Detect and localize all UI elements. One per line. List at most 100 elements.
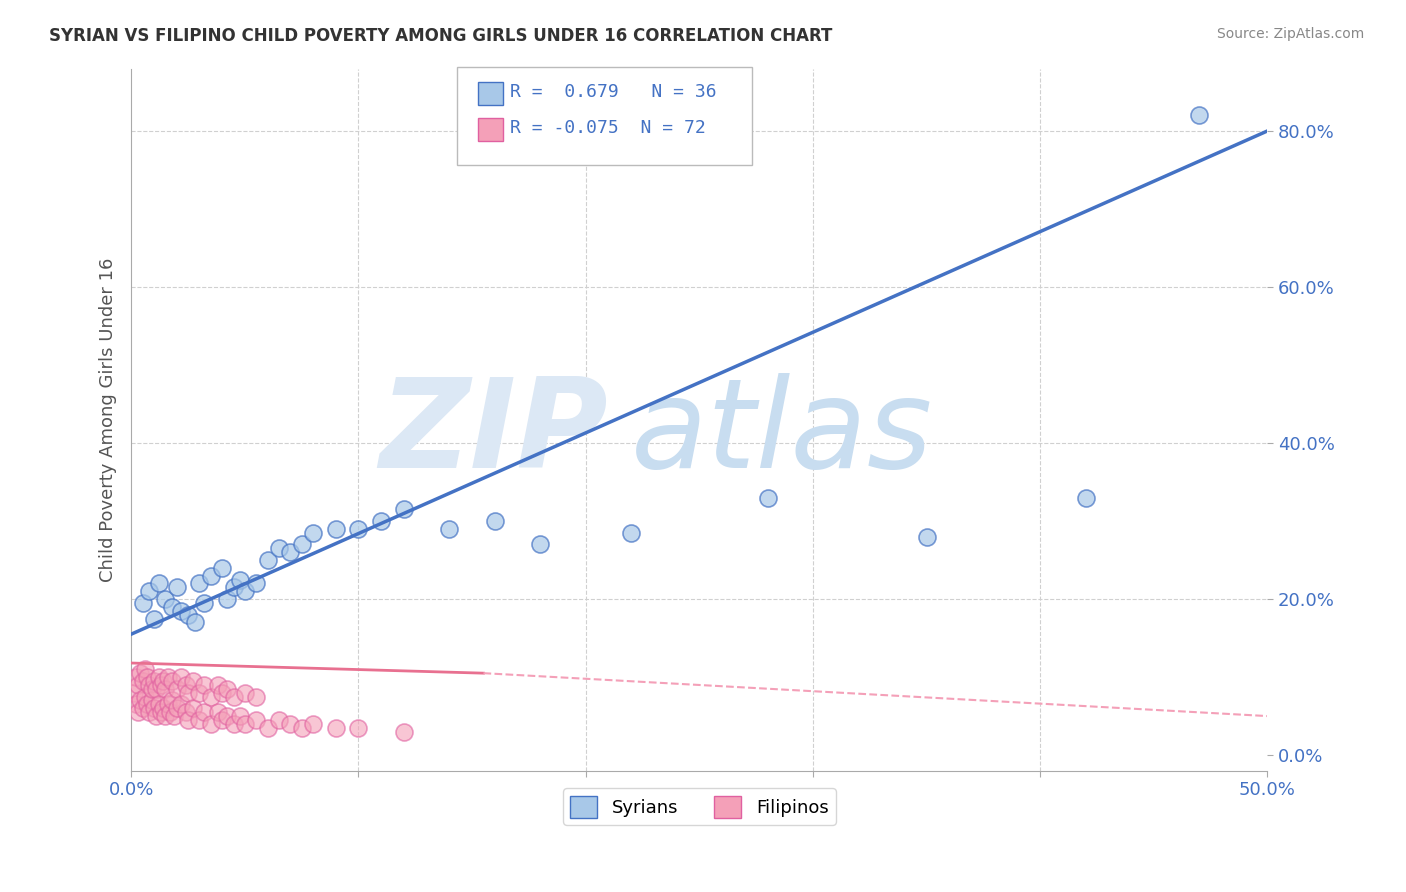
Text: Source: ZipAtlas.com: Source: ZipAtlas.com xyxy=(1216,27,1364,41)
Point xyxy=(129,666,152,681)
Point xyxy=(347,522,370,536)
Point xyxy=(439,522,461,536)
Point xyxy=(200,690,222,704)
Point xyxy=(245,690,267,704)
Point xyxy=(278,545,301,559)
Y-axis label: Child Poverty Among Girls Under 16: Child Poverty Among Girls Under 16 xyxy=(100,258,117,582)
Point xyxy=(143,673,166,688)
Point xyxy=(125,670,148,684)
Point xyxy=(222,580,245,594)
Point xyxy=(392,724,415,739)
Point xyxy=(138,705,160,719)
Point xyxy=(145,709,167,723)
Point xyxy=(136,698,159,712)
Point xyxy=(127,705,149,719)
Point xyxy=(160,599,183,614)
Point xyxy=(122,686,145,700)
Point xyxy=(215,592,238,607)
Point xyxy=(245,713,267,727)
Point xyxy=(163,709,186,723)
Point xyxy=(267,713,290,727)
Point xyxy=(211,713,233,727)
Point xyxy=(177,713,200,727)
Point xyxy=(347,721,370,735)
Point xyxy=(131,701,153,715)
Point xyxy=(229,709,252,723)
Point xyxy=(267,541,290,556)
Text: atlas: atlas xyxy=(631,373,934,494)
Point xyxy=(148,576,170,591)
Point xyxy=(184,615,207,630)
Point xyxy=(166,701,188,715)
Point xyxy=(215,709,238,723)
Point xyxy=(138,678,160,692)
Point xyxy=(756,491,779,505)
Point xyxy=(170,698,193,712)
Point xyxy=(484,514,506,528)
Point xyxy=(177,686,200,700)
Point xyxy=(170,670,193,684)
Point xyxy=(155,709,177,723)
Point xyxy=(302,525,325,540)
Point xyxy=(152,701,174,715)
Point xyxy=(141,681,163,696)
Point xyxy=(166,580,188,594)
Point xyxy=(149,705,172,719)
Text: SYRIAN VS FILIPINO CHILD POVERTY AMONG GIRLS UNDER 16 CORRELATION CHART: SYRIAN VS FILIPINO CHILD POVERTY AMONG G… xyxy=(49,27,832,45)
Point xyxy=(370,514,392,528)
Point xyxy=(620,525,643,540)
Point xyxy=(222,717,245,731)
Point xyxy=(136,670,159,684)
Point xyxy=(188,576,211,591)
Point xyxy=(245,576,267,591)
Point xyxy=(200,568,222,582)
Point xyxy=(256,553,278,567)
Point xyxy=(302,717,325,731)
Point xyxy=(207,678,229,692)
Point xyxy=(127,678,149,692)
Point xyxy=(233,584,256,599)
Point xyxy=(392,502,415,516)
Text: R = -0.075  N = 72: R = -0.075 N = 72 xyxy=(510,119,706,136)
Point xyxy=(125,698,148,712)
Point xyxy=(174,705,197,719)
Point xyxy=(155,592,177,607)
Text: R =  0.679   N = 36: R = 0.679 N = 36 xyxy=(510,83,717,101)
Point xyxy=(193,705,215,719)
Point xyxy=(529,537,551,551)
Point xyxy=(291,721,314,735)
Point xyxy=(256,721,278,735)
Point xyxy=(222,690,245,704)
Point xyxy=(325,721,347,735)
Point xyxy=(159,705,181,719)
Point xyxy=(915,530,938,544)
Point xyxy=(152,673,174,688)
Point xyxy=(233,717,256,731)
Point xyxy=(181,701,204,715)
Point xyxy=(155,681,177,696)
Point xyxy=(141,693,163,707)
Point xyxy=(278,717,301,731)
Point xyxy=(193,596,215,610)
Point xyxy=(138,584,160,599)
Point xyxy=(160,673,183,688)
Point xyxy=(193,678,215,692)
Point xyxy=(131,596,153,610)
Point xyxy=(129,693,152,707)
Point xyxy=(325,522,347,536)
Point xyxy=(1074,491,1097,505)
Point xyxy=(134,690,156,704)
Point xyxy=(166,681,188,696)
Point xyxy=(233,686,256,700)
Point xyxy=(156,698,179,712)
Point xyxy=(177,607,200,622)
Point xyxy=(291,537,314,551)
Point xyxy=(211,686,233,700)
Text: ZIP: ZIP xyxy=(380,373,609,494)
Point xyxy=(160,693,183,707)
Point xyxy=(143,701,166,715)
Point xyxy=(229,573,252,587)
Point xyxy=(207,705,229,719)
Point xyxy=(1188,108,1211,122)
Point xyxy=(149,678,172,692)
